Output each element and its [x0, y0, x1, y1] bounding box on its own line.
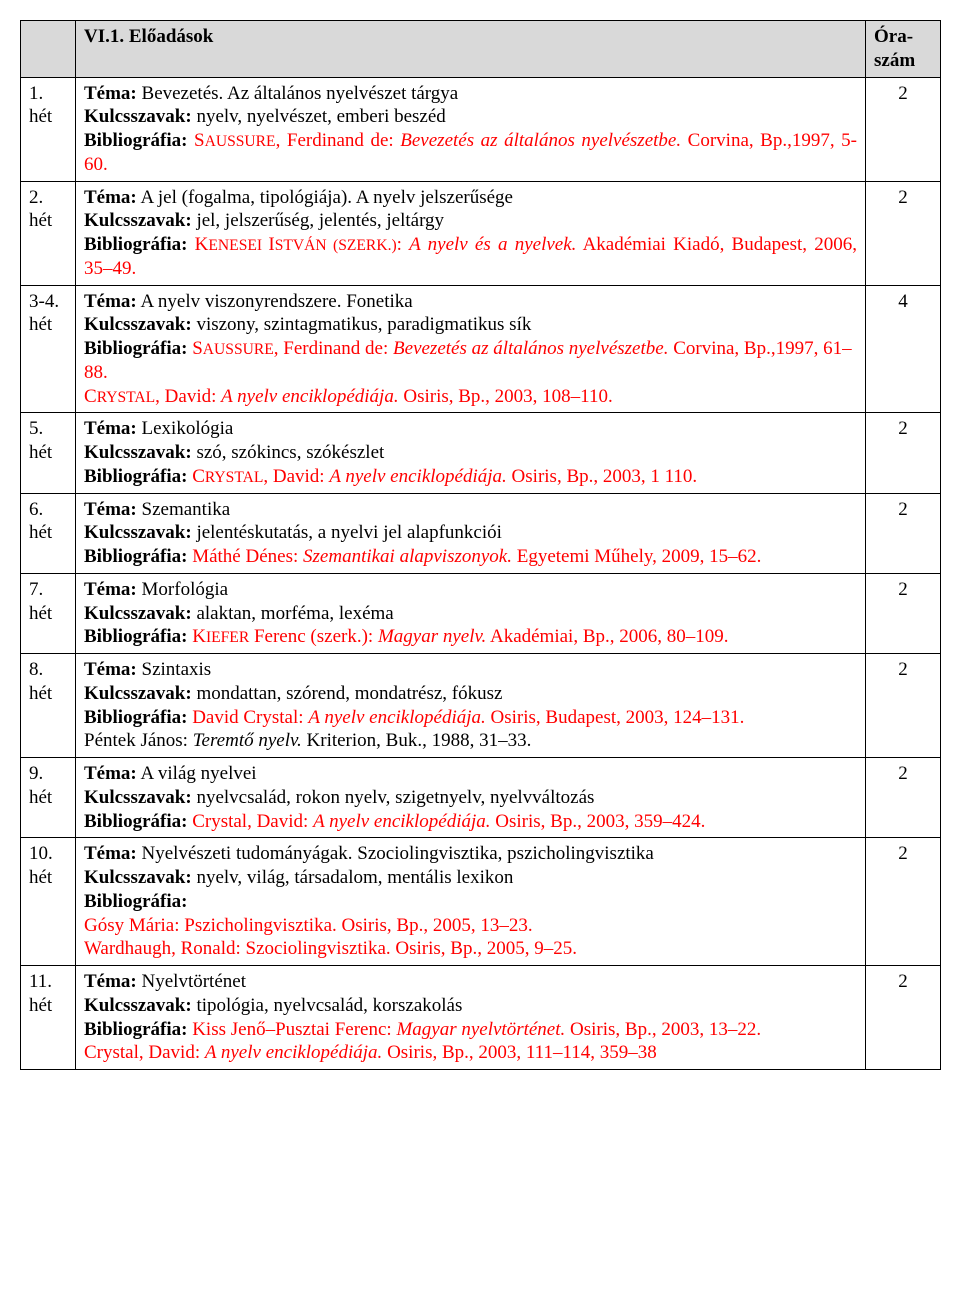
week-cell: 2.hét	[21, 181, 76, 285]
hours-cell: 2	[866, 77, 941, 181]
bibliografia-line: Wardhaugh, Ronald: Szociolingvisztika. O…	[84, 937, 857, 961]
content-cell: Téma: A nyelv viszonyrendszere. Fonetika…	[76, 285, 866, 413]
week-cell: 8.hét	[21, 654, 76, 758]
bibliografia-block: Bibliográfia: CRYSTAL, David: A nyelv en…	[84, 465, 857, 489]
header-row: VI.1. Előadások Óra- szám	[21, 21, 941, 78]
content-cell: Téma: A jel (fogalma, tipológiája). A ny…	[76, 181, 866, 285]
week-cell: 10.hét	[21, 838, 76, 966]
week-cell: 6.hét	[21, 493, 76, 573]
kulcsszavak-line: Kulcsszavak: jelentéskutatás, a nyelvi j…	[84, 521, 857, 545]
hours-cell: 2	[866, 654, 941, 758]
bibliografia-extra-line: Crystal, David: A nyelv enciklopédiája. …	[84, 1041, 857, 1065]
kulcsszavak-line: Kulcsszavak: szó, szókincs, szókészlet	[84, 441, 857, 465]
content-cell: Téma: Nyelvészeti tudományágak. Szocioli…	[76, 838, 866, 966]
tema-line: Téma: Szintaxis	[84, 658, 857, 682]
hours-cell: 4	[866, 285, 941, 413]
kulcsszavak-line: Kulcsszavak: mondattan, szórend, mondatr…	[84, 682, 857, 706]
week-cell: 1.hét	[21, 77, 76, 181]
extra-black-line: Péntek János: Teremtő nyelv. Kriterion, …	[84, 729, 857, 753]
tema-line: Téma: A nyelv viszonyrendszere. Fonetika	[84, 290, 857, 314]
table-row: 8.hétTéma: SzintaxisKulcsszavak: mondatt…	[21, 654, 941, 758]
content-cell: Téma: SzemantikaKulcsszavak: jelentéskut…	[76, 493, 866, 573]
bibliografia-block: Bibliográfia: David Crystal: A nyelv enc…	[84, 706, 857, 730]
header-hours: Óra- szám	[866, 21, 941, 78]
table-row: 7.hétTéma: MorfológiaKulcsszavak: alakta…	[21, 573, 941, 653]
bibliografia-block: Bibliográfia: Crystal, David: A nyelv en…	[84, 810, 857, 834]
kulcsszavak-line: Kulcsszavak: tipológia, nyelvcsalád, kor…	[84, 994, 857, 1018]
bibliografia-block: Bibliográfia: Kiss Jenő–Pusztai Ferenc: …	[84, 1018, 857, 1042]
hours-cell: 2	[866, 573, 941, 653]
week-cell: 3-4.hét	[21, 285, 76, 413]
kulcsszavak-line: Kulcsszavak: nyelv, világ, társadalom, m…	[84, 866, 857, 890]
week-cell: 9.hét	[21, 758, 76, 838]
kulcsszavak-line: Kulcsszavak: nyelvcsalád, rokon nyelv, s…	[84, 786, 857, 810]
table-row: 11.hétTéma: NyelvtörténetKulcsszavak: ti…	[21, 966, 941, 1070]
tema-line: Téma: Nyelvészeti tudományágak. Szocioli…	[84, 842, 857, 866]
content-cell: Téma: MorfológiaKulcsszavak: alaktan, mo…	[76, 573, 866, 653]
header-title: VI.1. Előadások	[76, 21, 866, 78]
table-row: 3-4.hétTéma: A nyelv viszonyrendszere. F…	[21, 285, 941, 413]
week-cell: 7.hét	[21, 573, 76, 653]
content-cell: Téma: SzintaxisKulcsszavak: mondattan, s…	[76, 654, 866, 758]
bibliografia-block: Bibliográfia: KENESEI ISTVÁN (SZERK.): A…	[84, 233, 857, 281]
bibliografia-line: Gósy Mária: Pszicholingvisztika. Osiris,…	[84, 914, 857, 938]
week-cell: 5.hét	[21, 413, 76, 493]
kulcsszavak-line: Kulcsszavak: alaktan, morféma, lexéma	[84, 602, 857, 626]
tema-line: Téma: Nyelvtörténet	[84, 970, 857, 994]
content-cell: Téma: Bevezetés. Az általános nyelvészet…	[76, 77, 866, 181]
tema-line: Téma: A jel (fogalma, tipológiája). A ny…	[84, 186, 857, 210]
table-row: 6.hétTéma: SzemantikaKulcsszavak: jelent…	[21, 493, 941, 573]
table-row: 9.hétTéma: A világ nyelveiKulcsszavak: n…	[21, 758, 941, 838]
content-cell: Téma: LexikológiaKulcsszavak: szó, szóki…	[76, 413, 866, 493]
tema-line: Téma: A világ nyelvei	[84, 762, 857, 786]
content-cell: Téma: A világ nyelveiKulcsszavak: nyelvc…	[76, 758, 866, 838]
kulcsszavak-line: Kulcsszavak: jel, jelszerűség, jelentés,…	[84, 209, 857, 233]
hours-cell: 2	[866, 493, 941, 573]
bibliografia-block: Bibliográfia: Máthé Dénes: Szemantikai a…	[84, 545, 857, 569]
week-cell: 11.hét	[21, 966, 76, 1070]
bibliografia-block: Bibliográfia: SAUSSURE, Ferdinand de: Be…	[84, 337, 857, 385]
table-row: 10.hét Téma: Nyelvészeti tudományágak. Sz…	[21, 838, 941, 966]
kulcsszavak-line: Kulcsszavak: viszony, szintagmatikus, pa…	[84, 313, 857, 337]
tema-line: Téma: Lexikológia	[84, 417, 857, 441]
table-body: 1.hét Téma: Bevezetés. Az általános nyelv…	[21, 77, 941, 1070]
tema-line: Téma: Morfológia	[84, 578, 857, 602]
hours-cell: 2	[866, 838, 941, 966]
hours-cell: 2	[866, 413, 941, 493]
table-row: 1.hét Téma: Bevezetés. Az általános nyelv…	[21, 77, 941, 181]
syllabus-table: VI.1. Előadások Óra- szám 1.hét Téma: Bev…	[20, 20, 941, 1070]
table-row: 5.hétTéma: LexikológiaKulcsszavak: szó, …	[21, 413, 941, 493]
table-row: 2.hét Téma: A jel (fogalma, tipológiája).…	[21, 181, 941, 285]
content-cell: Téma: NyelvtörténetKulcsszavak: tipológi…	[76, 966, 866, 1070]
bibliografia-extra-line: CRYSTAL, David: A nyelv enciklopédiája. …	[84, 385, 857, 409]
tema-line: Téma: Bevezetés. Az általános nyelvészet…	[84, 82, 857, 106]
tema-line: Téma: Szemantika	[84, 498, 857, 522]
bibliografia-block: Bibliográfia:	[84, 890, 857, 914]
bibliografia-block: Bibliográfia: KIEFER Ferenc (szerk.): Ma…	[84, 625, 857, 649]
kulcsszavak-line: Kulcsszavak: nyelv, nyelvészet, emberi b…	[84, 105, 857, 129]
hours-cell: 2	[866, 758, 941, 838]
header-blank	[21, 21, 76, 78]
hours-cell: 2	[866, 181, 941, 285]
hours-cell: 2	[866, 966, 941, 1070]
bibliografia-block: Bibliográfia: SAUSSURE, Ferdinand de: Be…	[84, 129, 857, 177]
